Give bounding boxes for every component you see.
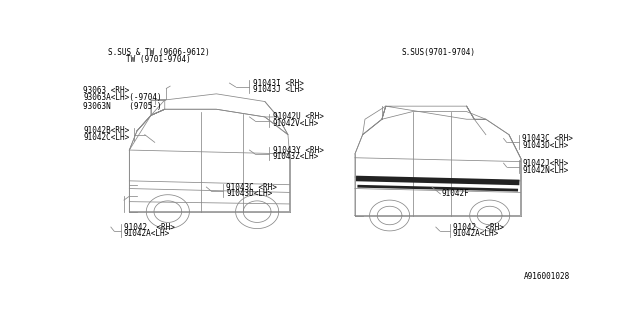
Text: 91042V<LH>: 91042V<LH> [273, 119, 319, 128]
Text: 91043D<LH>: 91043D<LH> [522, 141, 568, 150]
Text: 91043C <RH>: 91043C <RH> [522, 134, 573, 143]
Text: 91042N<LH>: 91042N<LH> [522, 165, 568, 175]
Text: 91042A<LH>: 91042A<LH> [452, 229, 499, 238]
Text: 91043Z<LH>: 91043Z<LH> [273, 152, 319, 162]
Text: 91043Y <RH>: 91043Y <RH> [273, 146, 323, 155]
Text: S.SUS & TW (9606-9612): S.SUS & TW (9606-9612) [108, 48, 209, 57]
Text: 91042B<RH>: 91042B<RH> [83, 126, 129, 135]
Text: 91042F: 91042F [442, 189, 470, 198]
Text: 91043C <RH>: 91043C <RH> [227, 182, 277, 191]
Text: 93063 <RH>: 93063 <RH> [83, 86, 129, 95]
Text: 91042J<RH>: 91042J<RH> [522, 159, 568, 168]
Text: 93063A<LH>(-9704): 93063A<LH>(-9704) [83, 93, 162, 102]
Text: A916001028: A916001028 [524, 272, 570, 281]
Text: 91042A<LH>: 91042A<LH> [124, 229, 170, 238]
Text: 91042C<LH>: 91042C<LH> [83, 133, 129, 142]
Text: 91042  <RH>: 91042 <RH> [124, 222, 175, 232]
Text: S.SUS(9701-9704): S.SUS(9701-9704) [401, 48, 475, 57]
Text: 91043J <LH>: 91043J <LH> [253, 85, 303, 94]
Text: 91043I <RH>: 91043I <RH> [253, 78, 303, 88]
Text: TW (9701-9704): TW (9701-9704) [126, 55, 191, 64]
Text: 91042  <RH>: 91042 <RH> [452, 222, 504, 232]
Text: 93063N    (9705-): 93063N (9705-) [83, 102, 162, 111]
Text: 91043D<LH>: 91043D<LH> [227, 189, 273, 198]
Text: 91042U <RH>: 91042U <RH> [273, 112, 323, 121]
